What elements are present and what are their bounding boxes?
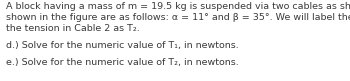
Text: d.) Solve for the numeric value of T₁, in newtons.: d.) Solve for the numeric value of T₁, i…	[6, 41, 238, 50]
Text: e.) Solve for the numeric value of T₂, in newtons.: e.) Solve for the numeric value of T₂, i…	[6, 58, 238, 67]
Text: shown in the figure are as follows: α = 11° and β = 35°. We will label the tensi: shown in the figure are as follows: α = …	[6, 13, 350, 22]
Text: the tension in Cable 2 as T₂.: the tension in Cable 2 as T₂.	[6, 24, 139, 33]
Text: A block having a mass of m = 19.5 kg is suspended via two cables as shown in the: A block having a mass of m = 19.5 kg is …	[6, 2, 350, 11]
